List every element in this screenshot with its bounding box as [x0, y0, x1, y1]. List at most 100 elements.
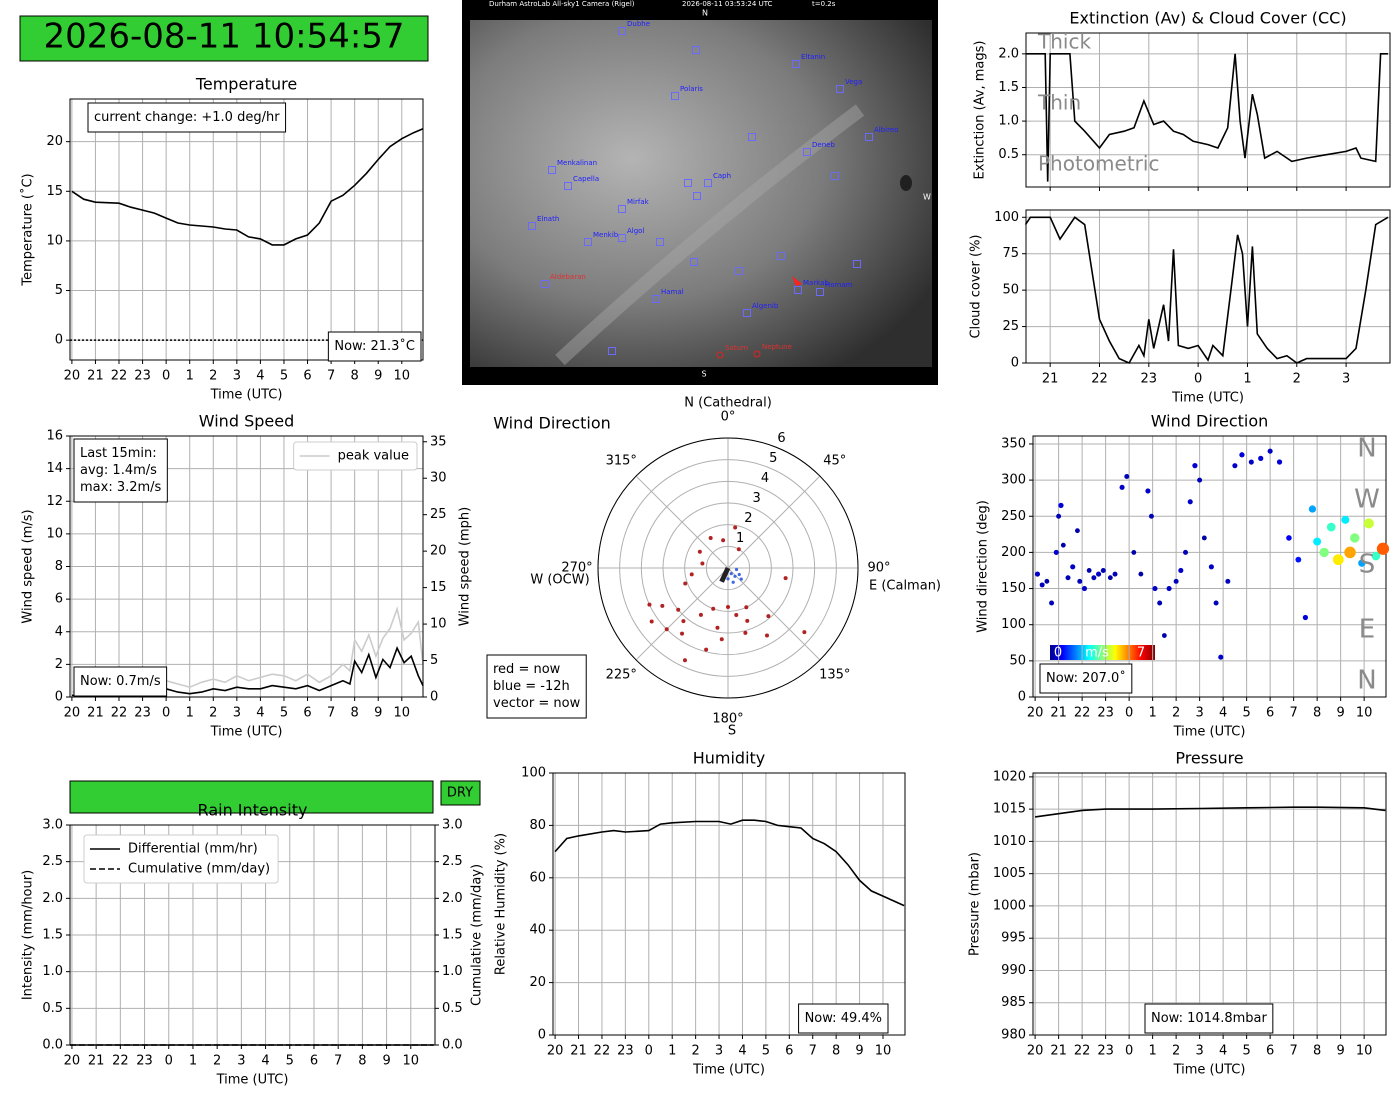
star-label: Algenib — [752, 302, 779, 310]
wind-point — [765, 633, 769, 638]
x-tick-label: 8 — [351, 369, 359, 384]
wind-point — [680, 631, 685, 636]
wind-point — [698, 612, 703, 617]
star-marker — [692, 46, 700, 54]
wind-point — [1107, 575, 1113, 581]
y-tick-label: 980 — [1001, 1028, 1026, 1043]
wind-point — [726, 605, 730, 609]
x-tick-label: 9 — [855, 1044, 863, 1059]
star-marker — [748, 133, 756, 141]
x-tick-label: 4 — [261, 1054, 269, 1069]
wind-point — [1248, 459, 1254, 465]
star-label: Mirfak — [627, 198, 650, 206]
star-label: Deneb — [812, 141, 835, 149]
x-tick-label: 7 — [334, 1054, 342, 1069]
compass-label: E — [1359, 615, 1375, 645]
theta-tick-label: 135° — [819, 667, 850, 682]
camera-compass: N — [702, 9, 708, 18]
star-label: Menkib — [593, 231, 619, 239]
y-tick-label: 150 — [1001, 581, 1026, 596]
wind-point — [704, 647, 709, 652]
chart-title: Wind Speed — [199, 412, 294, 431]
x-tick-label: 5 — [280, 706, 288, 721]
star-marker — [671, 92, 679, 100]
direction-label: W (OCW) — [530, 573, 589, 588]
x-tick-label: 9 — [374, 369, 382, 384]
x-tick-label: 3 — [1195, 706, 1203, 721]
annotation-box — [87, 102, 287, 133]
wind-point — [711, 606, 716, 611]
legend-label: Differential (mm/hr) — [128, 842, 258, 857]
y-tick-label: 2.0 — [42, 891, 63, 906]
theta-tick-label: 90° — [867, 561, 890, 576]
clock-box — [19, 15, 429, 62]
y-tick-label: 25 — [1002, 319, 1019, 334]
x-axis-label: Time (UTC) — [1171, 391, 1244, 406]
y-tick-label: 0 — [55, 690, 63, 705]
wind-point — [1267, 448, 1273, 454]
wind-point — [649, 619, 654, 624]
colorbar-tick-label: 0 — [1054, 646, 1062, 661]
x-tick-label: 0 — [645, 1044, 653, 1059]
plot-frame — [1032, 435, 1387, 698]
star-marker — [794, 286, 802, 294]
plot-frame — [552, 772, 906, 1036]
star-label: Albireo — [874, 126, 898, 134]
y2-tick-label: 25 — [430, 507, 447, 522]
direction-label: N (Cathedral) — [684, 396, 772, 411]
chart-title: Extinction (Av) & Cloud Cover (CC) — [1069, 9, 1346, 28]
wind-point — [1157, 600, 1163, 606]
x-tick-label: 5 — [762, 1044, 770, 1059]
y-tick-label: 0.5 — [42, 1001, 63, 1016]
wind-point — [1152, 585, 1158, 592]
star-label: Elnath — [537, 215, 559, 223]
wind-point — [715, 625, 720, 630]
annotation-box — [798, 1003, 889, 1034]
x-tick-label: 1 — [1148, 1044, 1156, 1059]
star-label: Dubhe — [627, 20, 650, 28]
wind-point — [1060, 542, 1066, 548]
rain-status: DRY — [447, 786, 473, 801]
y2-tick-label: 0.0 — [442, 1038, 463, 1053]
y-tick-label: 1.5 — [998, 80, 1019, 95]
annotation-text: current change: +1.0 deg/hr — [94, 110, 280, 125]
star-label: Saturn — [725, 344, 748, 352]
y-tick-label: 15 — [46, 184, 63, 199]
wind-point — [1376, 542, 1390, 555]
x-tick-label: 21 — [1050, 1044, 1067, 1059]
wind-point — [1065, 575, 1071, 581]
y2-tick-label: 3.0 — [442, 818, 463, 833]
wind-point — [733, 525, 738, 530]
x-tick-label: 20 — [1027, 1044, 1044, 1059]
x-tick-label: 4 — [1219, 706, 1227, 721]
x-tick-label: 20 — [64, 706, 81, 721]
x-tick-label: 23 — [1141, 372, 1158, 387]
wind-point — [1058, 502, 1064, 509]
theta-tick-label: 180° — [712, 712, 743, 727]
wind-point — [1350, 533, 1360, 543]
r-tick-label: 6 — [777, 431, 785, 446]
y-tick-label: 0 — [55, 333, 63, 348]
x-tick-label: 9 — [1337, 706, 1345, 721]
x-tick-label: 23 — [617, 1044, 634, 1059]
star-marker — [777, 252, 785, 260]
legend-box — [293, 441, 418, 471]
annotation-box — [73, 666, 168, 697]
data-line — [71, 606, 424, 693]
annotation-box — [73, 438, 168, 503]
x-tick-label: 5 — [286, 1054, 294, 1069]
wind-point — [1319, 547, 1329, 558]
grid-spoke — [635, 475, 729, 569]
wind-point — [734, 567, 739, 572]
wind-point — [682, 658, 687, 663]
annotation-box — [1144, 1003, 1274, 1034]
y-tick-label: 5 — [55, 283, 63, 298]
y-tick-label: 50 — [1009, 653, 1026, 668]
x-tick-label: 22 — [1074, 1044, 1091, 1059]
wind-point — [745, 618, 750, 623]
wind-point — [660, 603, 665, 608]
wind-point — [1145, 488, 1151, 494]
wind-point — [1187, 499, 1193, 505]
plot-frame — [69, 435, 424, 698]
x-tick-label: 2 — [1293, 372, 1301, 387]
